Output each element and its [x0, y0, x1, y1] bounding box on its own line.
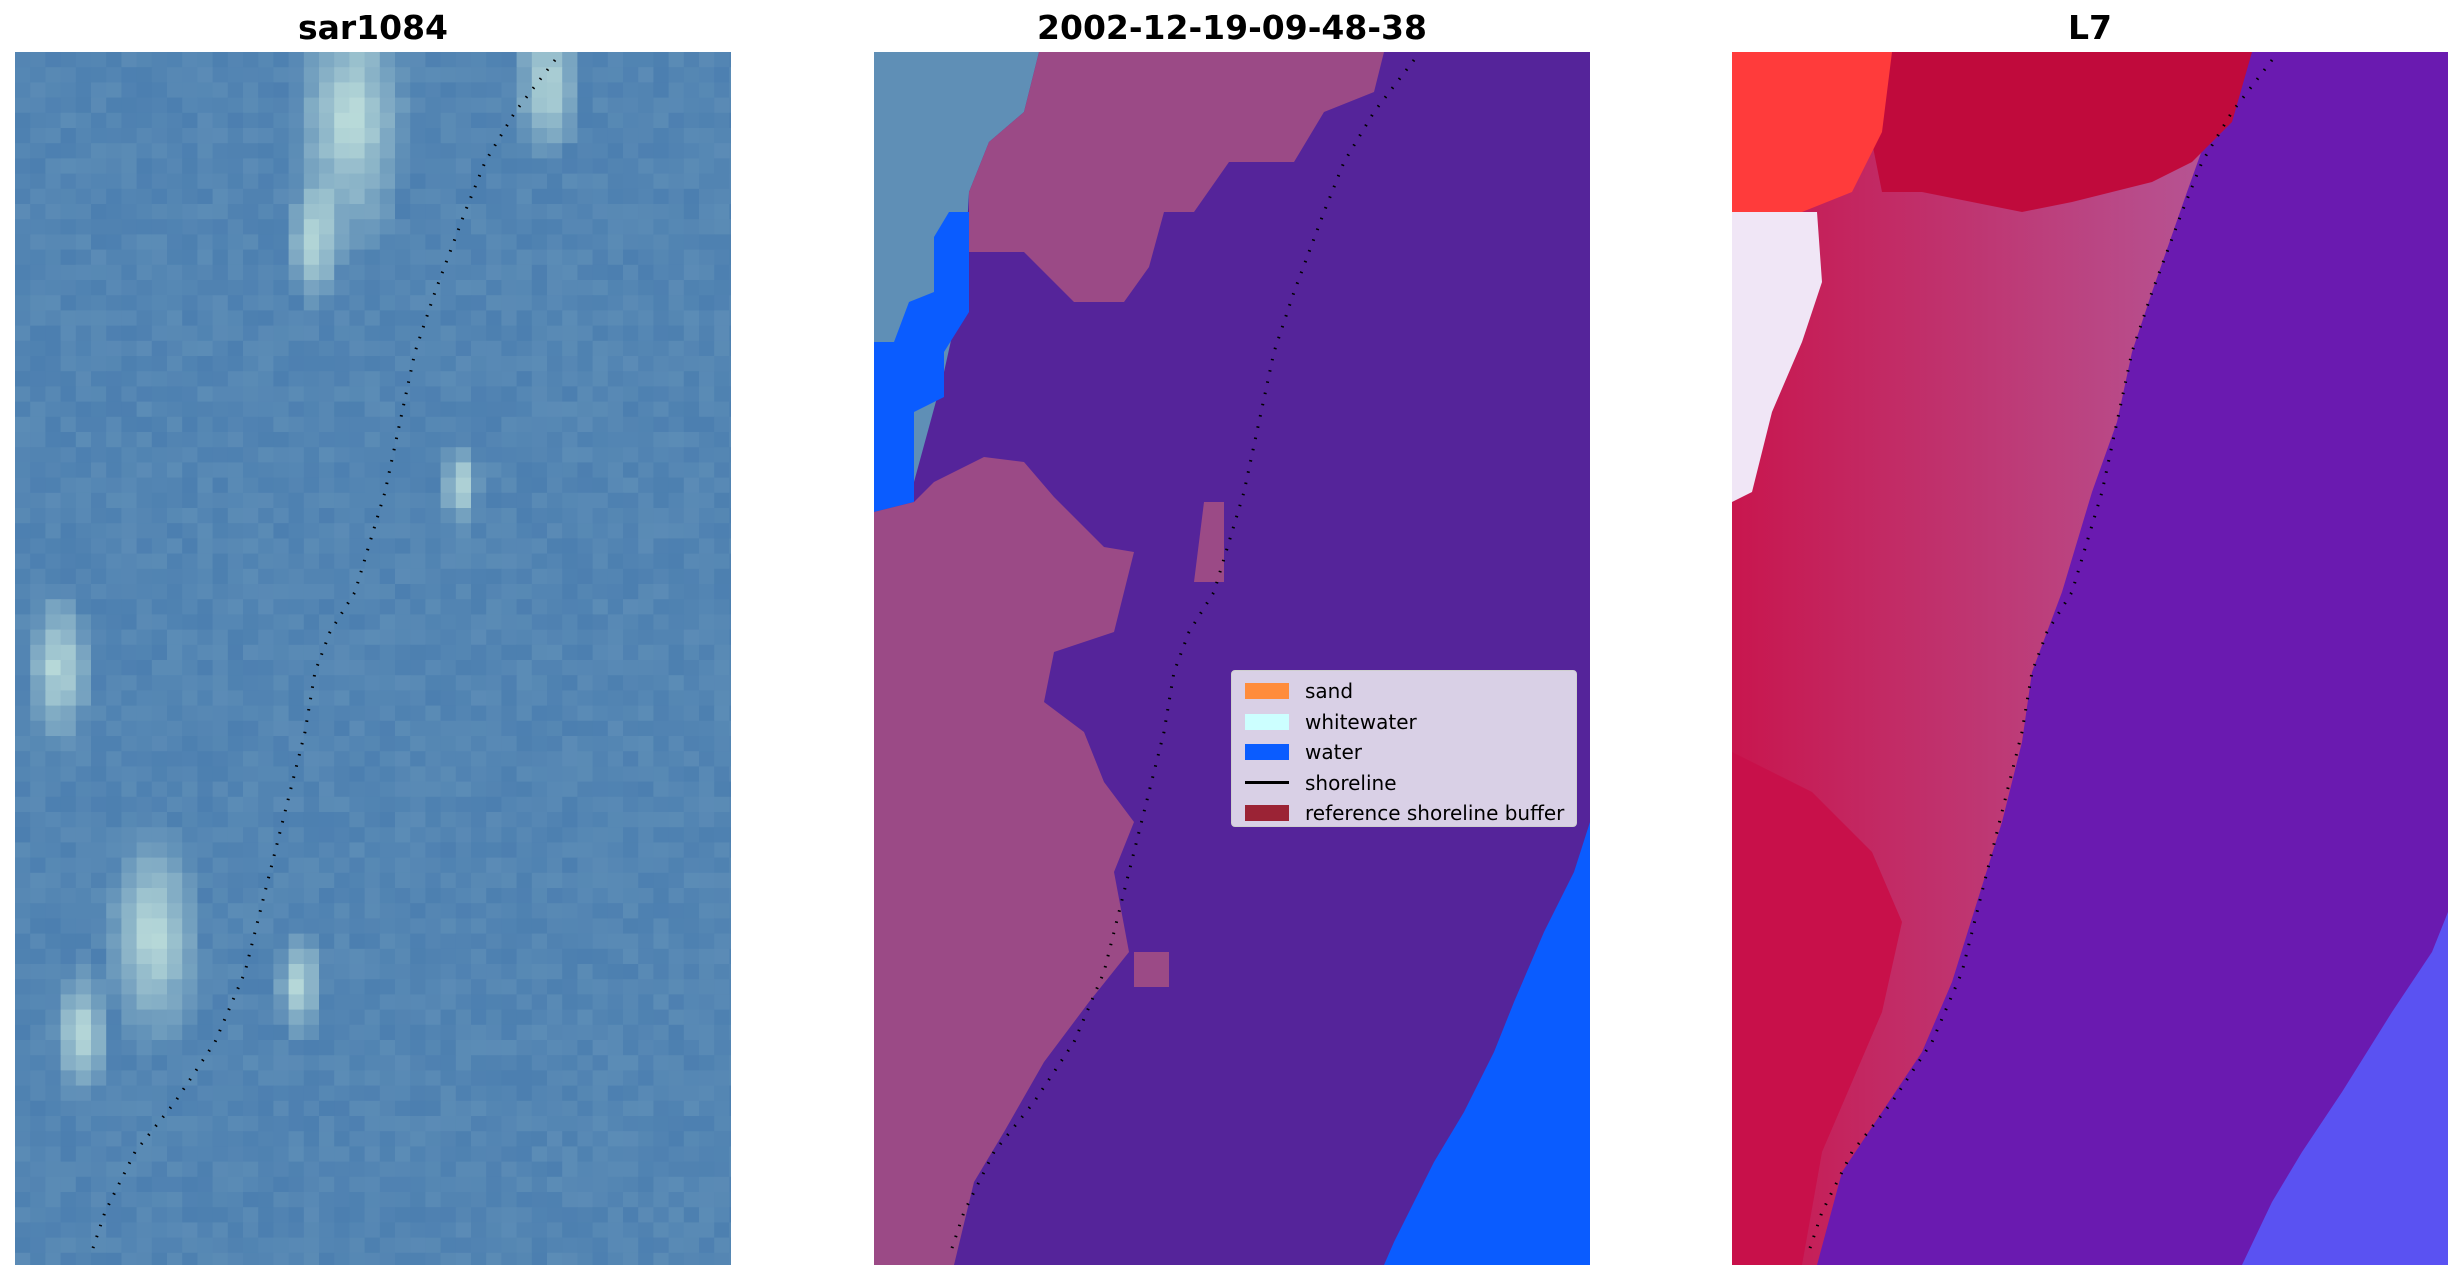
legend-item-water: water: [1238, 737, 1570, 768]
reference-buffer-left: [874, 457, 1134, 1265]
sand-swatch: [1245, 683, 1289, 700]
index-panel: [1732, 52, 2448, 1265]
legend-label: shoreline: [1305, 770, 1397, 795]
reference-buffer-swatch: [1245, 805, 1289, 822]
water-swatch: [1245, 744, 1289, 761]
legend: sand whitewater water shoreline referenc…: [1231, 670, 1577, 827]
legend-label: sand: [1305, 679, 1354, 704]
legend-item-shoreline: shoreline: [1238, 768, 1570, 799]
panel-title-classification: 2002-12-19-09-48-38: [1037, 8, 1427, 47]
whitewater-swatch: [1245, 713, 1289, 730]
classification-image: [874, 52, 1590, 1265]
reference-buffer-top: [969, 52, 1384, 302]
panel-title-rgb: sar1084: [297, 8, 449, 47]
legend-label: water: [1305, 740, 1362, 765]
legend-item-whitewater: whitewater: [1238, 707, 1570, 738]
shoreline-swatch: [1245, 781, 1289, 785]
legend-label: reference shoreline buffer: [1305, 801, 1565, 826]
legend-item-sand: sand: [1238, 676, 1570, 707]
legend-label: whitewater: [1305, 709, 1417, 734]
rgb-image: [15, 52, 731, 1265]
rgb-image-panel: [15, 52, 731, 1265]
panel-title-index: L7: [2068, 8, 2112, 47]
legend-item-reference-buffer: reference shoreline buffer: [1238, 798, 1570, 829]
index-image: [1732, 52, 2448, 1265]
classification-panel: [874, 52, 1590, 1265]
